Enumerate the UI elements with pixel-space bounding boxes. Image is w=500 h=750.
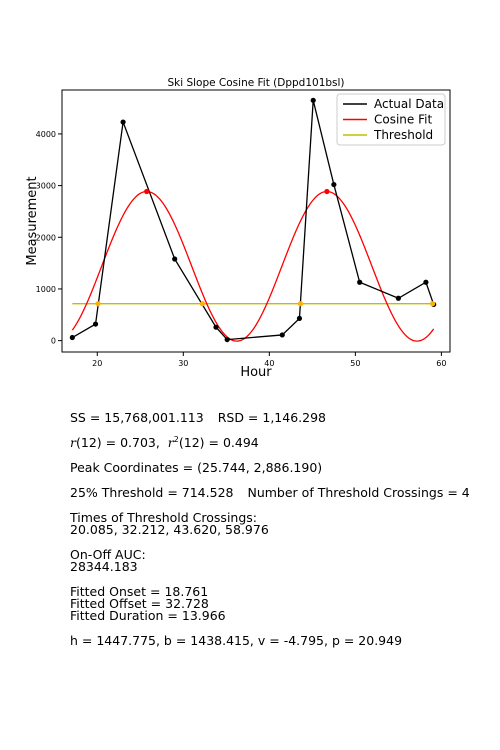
actual-data-point: [224, 336, 230, 343]
peak-marker: [144, 188, 150, 195]
actual-data-point: [395, 295, 401, 301]
actual-data-point: [357, 279, 363, 285]
crossing-times-values: 20.085, 32.212, 43.620, 58.976: [70, 522, 269, 537]
model-parameters: h = 1447.775, b = 1438.415, v = -4.795, …: [70, 633, 403, 648]
cosine-fit-line: [71, 190, 435, 342]
actual-data-point: [423, 279, 429, 285]
x-tick-label: 20: [92, 359, 102, 368]
y-tick-label: 2000: [36, 233, 56, 242]
threshold-crossing-marker: [297, 301, 304, 307]
auc-value: 28344.183: [70, 559, 138, 574]
cosine-fit-chart: Ski Slope Cosine Fit (Dppd101bsl) 20 30 40…: [25, 77, 451, 380]
actual-data-point: [331, 181, 337, 188]
plot-frame: [61, 89, 451, 353]
rsd-value: RSD = 1,146.298: [217, 410, 326, 425]
threshold-crossing-marker: [199, 301, 205, 307]
legend-label-fit: Cosine Fit: [374, 113, 432, 127]
legend: Actual Data Cosine Fit Threshold: [336, 93, 446, 146]
actual-data-point: [69, 334, 75, 341]
actual-data-point: [120, 119, 126, 125]
legend-box: [336, 93, 446, 146]
y-tick-label: 0: [51, 337, 56, 346]
crossings-count: Number of Threshold Crossings = 4: [247, 485, 470, 500]
y-tick-label: 3000: [36, 182, 56, 191]
threshold-crossing-marker: [429, 301, 436, 307]
legend-label-threshold: Threshold: [373, 128, 433, 142]
y-tick-label: 4000: [36, 130, 56, 139]
actual-data-line: [71, 100, 435, 341]
fitted-onset: Fitted Onset = 18.761: [70, 584, 209, 599]
actual-data-point: [310, 97, 316, 103]
y-tick-label: 1000: [36, 285, 56, 294]
crossing-times-label: Times of Threshold Crossings:: [70, 510, 257, 525]
threshold-value: 25% Threshold = 714.528: [70, 485, 234, 500]
fitted-duration: Fitted Duration = 13.966: [70, 608, 226, 623]
auc-label: On-Off AUC:: [70, 547, 146, 562]
actual-data-point: [172, 256, 178, 262]
actual-data-point: [92, 321, 99, 327]
actual-data-point: [279, 332, 285, 338]
peak-marker: [324, 188, 330, 195]
r-value: r(12) = 0.703,: [70, 435, 160, 450]
x-axis: 20 30 40 50 60: [92, 352, 446, 368]
actual-data-point: [213, 324, 219, 330]
actual-data-point: [296, 315, 303, 322]
threshold-crossing-marker: [95, 301, 101, 307]
chart-title: Ski Slope Cosine Fit (Dppd101bsl): [167, 77, 344, 89]
x-tick-label: 30: [178, 359, 188, 368]
x-tick-label: 40: [264, 359, 274, 368]
x-tick-label: 60: [436, 359, 446, 368]
y-axis-label: Measurement: [25, 176, 40, 265]
peak-coordinates: Peak Coordinates = (25.744, 2,886.190): [70, 460, 323, 475]
fit-statistics: SS = 15,768,001.113 RSD = 1,146.298 r(12)…: [70, 410, 490, 660]
r2-value: r2(12) = 0.494: [167, 434, 259, 450]
legend-label-actual: Actual Data: [374, 97, 444, 111]
x-axis-label: Hour: [240, 365, 272, 380]
y-axis: 0 1000 2000 3000 4000: [36, 130, 62, 346]
x-tick-label: 50: [350, 359, 360, 368]
fitted-offset: Fitted Offset = 32.728: [70, 596, 209, 611]
ss-value: SS = 15,768,001.113: [70, 410, 204, 425]
